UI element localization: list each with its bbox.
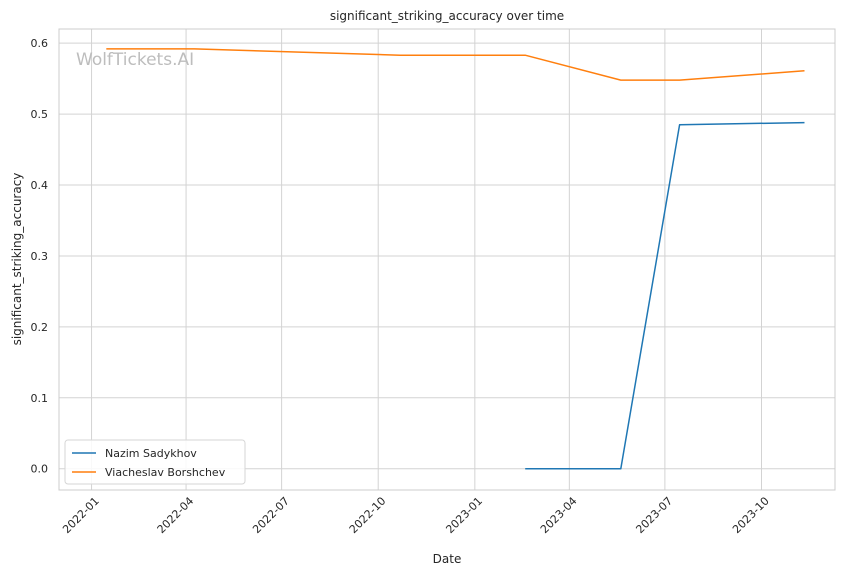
y-tick-label-0: 0.0 xyxy=(31,463,49,476)
y-tick-label-5: 0.5 xyxy=(31,108,49,121)
y-tick-label-4: 0.4 xyxy=(31,179,49,192)
y-tick-label-6: 0.6 xyxy=(31,37,49,50)
y-tick-label-1: 0.1 xyxy=(31,392,49,405)
series-line-0 xyxy=(525,121,805,470)
plot-frame xyxy=(58,28,836,491)
chart-title: significant_striking_accuracy over time xyxy=(330,9,564,23)
x-axis-label: Date xyxy=(433,552,462,566)
legend-box xyxy=(64,439,246,485)
y-axis-label: significant_striking_accuracy xyxy=(10,173,24,346)
legend-label-1: Viacheslav Borshchev xyxy=(105,466,226,479)
series-lines xyxy=(106,48,805,470)
grid xyxy=(59,29,835,490)
y-tick-label-2: 0.2 xyxy=(31,321,49,334)
series-line-1 xyxy=(106,48,805,81)
watermark: WolfTickets.AI xyxy=(76,50,194,70)
legend-label-0: Nazim Sadykhov xyxy=(105,447,197,460)
y-tick-label-3: 0.3 xyxy=(31,250,49,263)
legend: Nazim Sadykhov Viacheslav Borshchev xyxy=(64,439,246,485)
